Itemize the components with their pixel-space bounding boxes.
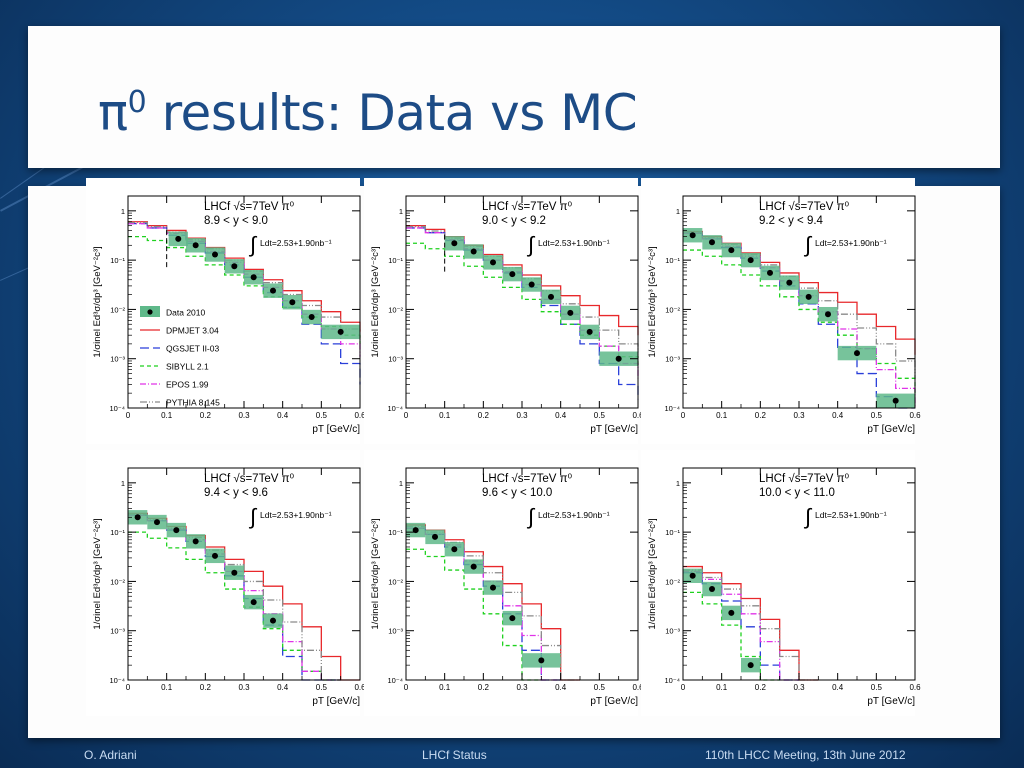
footer-author: O. Adriani <box>84 748 137 762</box>
footer-meeting: 110th LHCC Meeting, 13th June 2012 <box>705 748 906 762</box>
footer-talk-title: LHCf Status <box>422 748 487 762</box>
title-card: π0 results: Data vs MC <box>28 26 1000 168</box>
content-card <box>28 186 1000 738</box>
slide-title: π0 results: Data vs MC <box>98 84 638 142</box>
